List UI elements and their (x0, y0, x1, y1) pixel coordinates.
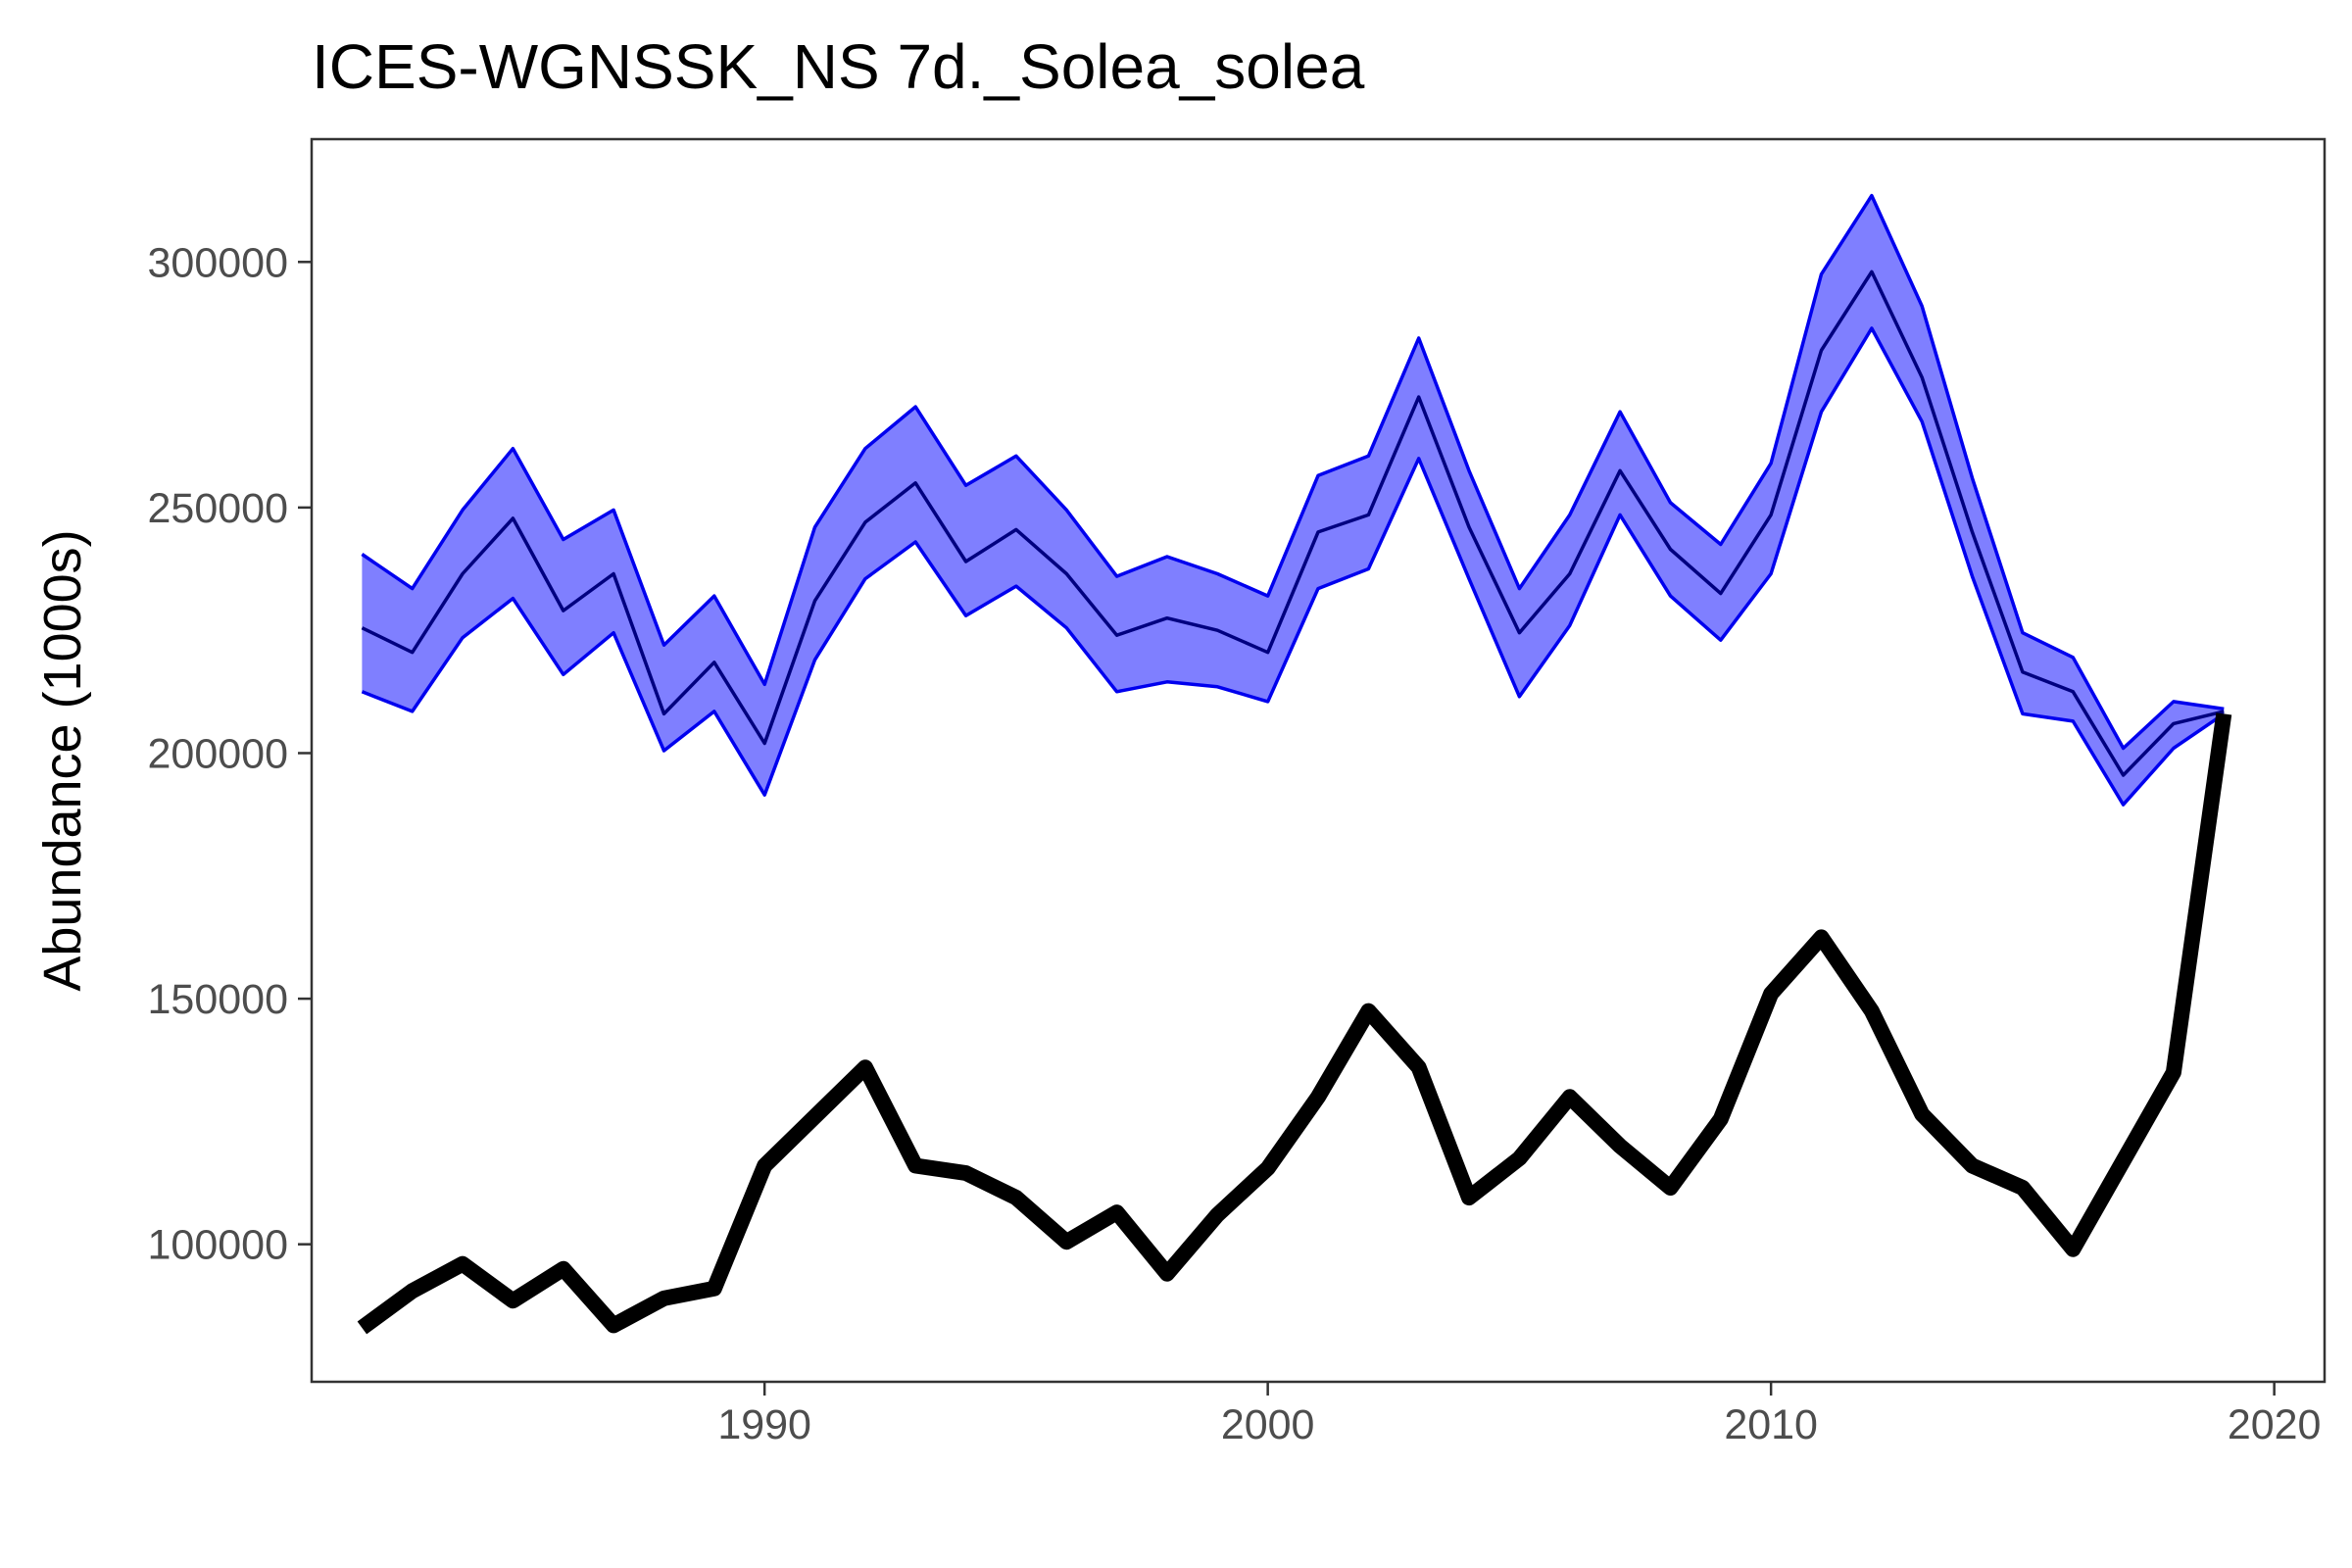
series-line-upper (361, 193, 2225, 751)
x-tick-label: 1990 (717, 1401, 811, 1448)
x-tick-label: 2000 (1221, 1401, 1315, 1448)
y-tick-label: 150000 (148, 976, 289, 1023)
plot-area (357, 193, 2232, 1335)
series-line-survey-index (357, 712, 2232, 1335)
y-tick-label: 300000 (148, 239, 289, 286)
axes: 1990 2000 2010 2020 100000 150000 200000 250000… (148, 239, 2322, 1448)
series-line-estimate (361, 270, 2225, 777)
y-axis-label: Abundance (1000s) (33, 529, 92, 991)
y-tick-label: 200000 (148, 730, 289, 777)
x-tick-label: 2010 (1724, 1401, 1818, 1448)
chart-title: ICES-WGNSSK_NS 7d._Solea_solea (312, 31, 1365, 102)
y-tick-label: 250000 (148, 485, 289, 532)
series-line-lower (361, 326, 2226, 807)
panel-border (310, 137, 2327, 1384)
y-tick-label: 100000 (148, 1222, 289, 1269)
x-tick-label: 2020 (2228, 1401, 2322, 1448)
